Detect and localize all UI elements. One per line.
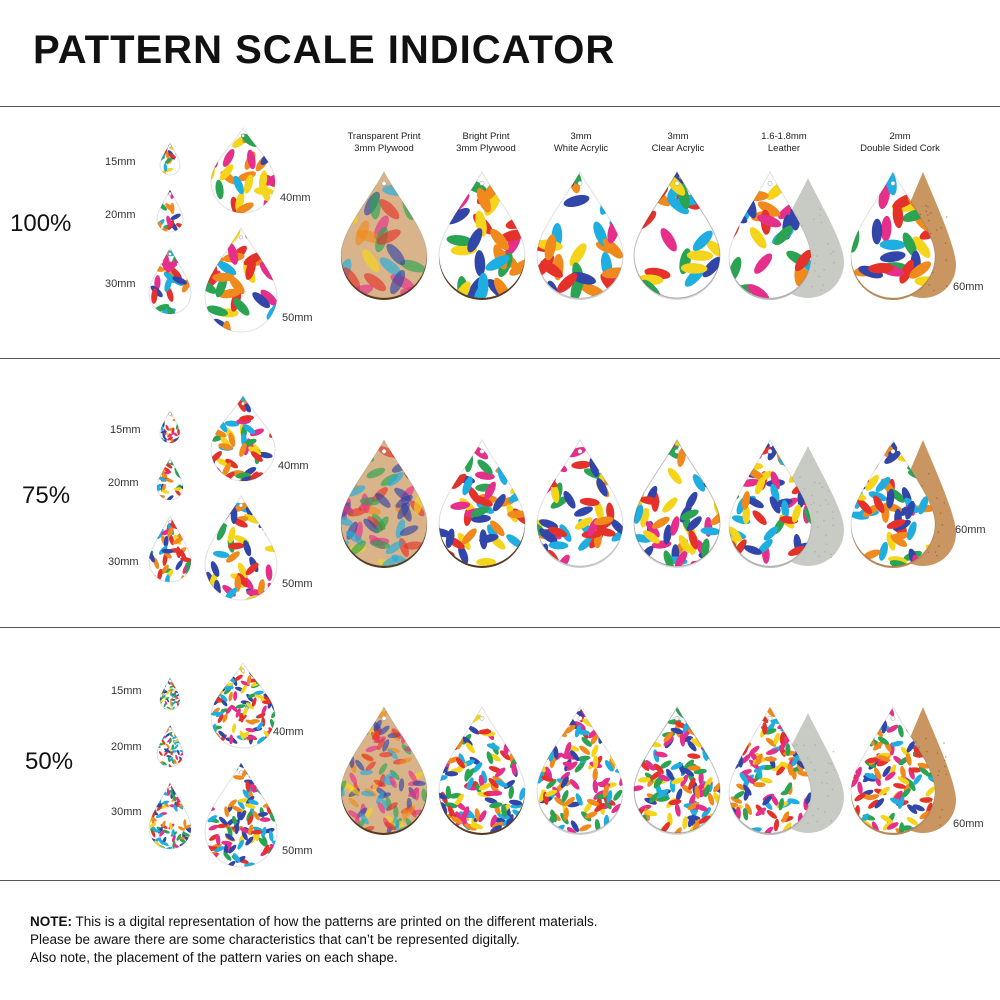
size-label-40mm: 40mm — [278, 460, 309, 472]
material-label-bright-plywood: Bright Print 3mm Plywood — [456, 131, 516, 154]
teardrop-swatch — [340, 705, 428, 835]
divider-row2 — [0, 627, 1000, 628]
teardrop-swatch — [728, 705, 812, 835]
divider-row1 — [0, 358, 1000, 359]
teardrop-swatch — [156, 188, 184, 233]
material-label-transparent-plywood: Transparent Print 3mm Plywood — [347, 131, 421, 154]
scale-label-50: 50% — [25, 748, 74, 775]
material-label-white-acrylic: 3mm White Acrylic — [553, 131, 609, 154]
teardrop-swatch — [438, 705, 526, 835]
size-label-15mm: 15mm — [111, 685, 142, 697]
teardrop-swatch — [148, 781, 192, 850]
size-label-40mm: 40mm — [273, 726, 304, 738]
teardrop-swatch — [204, 226, 278, 333]
teardrop-swatch — [340, 438, 428, 568]
size-label-40mm: 40mm — [280, 192, 311, 204]
size-label-50mm: 50mm — [282, 312, 313, 324]
teardrop-swatch — [156, 456, 184, 501]
size-label-30mm: 30mm — [111, 806, 142, 818]
teardrop-swatch — [159, 141, 181, 176]
teardrop-swatch — [210, 395, 276, 482]
teardrop-swatch — [148, 246, 192, 315]
size-label-15mm: 15mm — [110, 424, 141, 436]
material-label-clear-acrylic: 3mm Clear Acrylic — [651, 131, 705, 154]
teardrop-swatch — [633, 438, 721, 568]
teardrop-swatch — [536, 170, 624, 300]
scale-label-75: 75% — [22, 482, 71, 509]
teardrop-swatch — [633, 170, 721, 300]
teardrop-swatch — [204, 494, 278, 601]
teardrop-swatch — [633, 705, 721, 835]
teardrop-swatch — [536, 705, 624, 835]
size-label-60mm: 60mm — [953, 281, 984, 293]
page-title: PATTERN SCALE INDICATOR — [33, 28, 616, 72]
teardrop-swatch — [536, 438, 624, 568]
teardrop-swatch — [148, 514, 192, 583]
scale-label-100: 100% — [10, 210, 72, 237]
size-label-50mm: 50mm — [282, 578, 313, 590]
size-label-20mm: 20mm — [111, 741, 142, 753]
size-label-20mm: 20mm — [108, 477, 139, 489]
teardrop-swatch — [438, 170, 526, 300]
teardrop-swatch — [438, 438, 526, 568]
teardrop-swatch — [204, 761, 278, 868]
size-label-20mm: 20mm — [105, 209, 136, 221]
teardrop-swatch — [210, 127, 276, 214]
size-label-50mm: 50mm — [282, 845, 313, 857]
teardrop-swatch — [340, 170, 428, 300]
size-label-15mm: 15mm — [105, 156, 136, 168]
teardrop-swatch — [159, 409, 181, 444]
size-label-60mm: 60mm — [955, 524, 986, 536]
material-label-leather: 1.6-1.8mm Leather — [761, 131, 807, 154]
divider-top — [0, 106, 1000, 107]
teardrop-swatch — [210, 662, 276, 749]
material-label-cork: 2mm Double Sided Cork — [860, 131, 940, 154]
note-text: NOTE: This is a digital representation o… — [30, 914, 598, 965]
divider-bottom — [0, 880, 1000, 881]
teardrop-swatch — [156, 723, 184, 768]
size-label-60mm: 60mm — [953, 818, 984, 830]
teardrop-swatch — [159, 676, 181, 711]
size-label-30mm: 30mm — [105, 278, 136, 290]
size-label-30mm: 30mm — [108, 556, 139, 568]
